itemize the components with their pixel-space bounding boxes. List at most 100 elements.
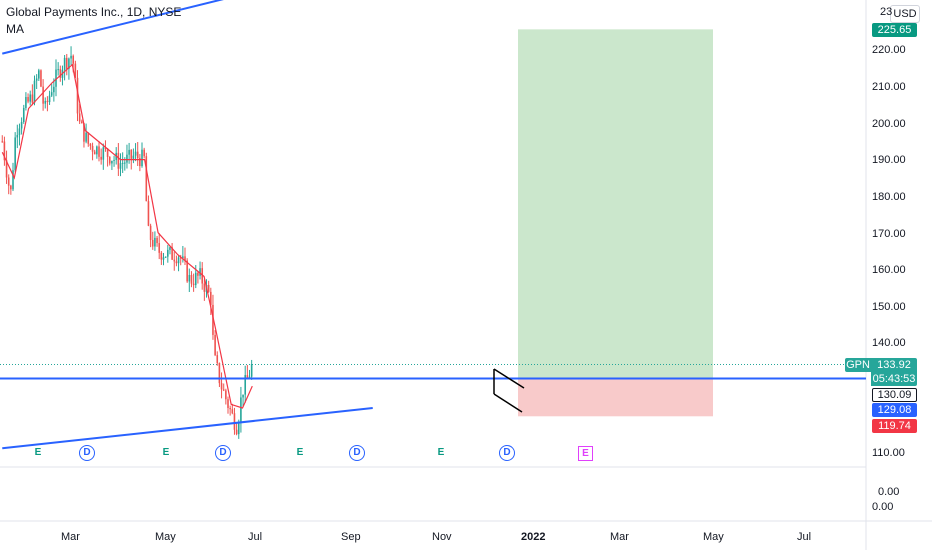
entry-price-tag: 130.09 xyxy=(872,388,917,402)
candle-body xyxy=(173,259,176,262)
candle-body xyxy=(74,63,77,78)
candle-body xyxy=(104,147,107,149)
candle-body xyxy=(85,132,87,142)
profit-target-zone xyxy=(518,29,713,379)
candle-body xyxy=(171,247,173,260)
current-price: 133.92 xyxy=(877,359,911,371)
candle-body xyxy=(119,163,122,169)
candle-body xyxy=(164,256,167,258)
candle-body xyxy=(199,268,201,276)
candle-body xyxy=(158,243,161,253)
candle-body xyxy=(59,69,62,78)
candle-body xyxy=(96,146,98,155)
candle-body xyxy=(124,162,126,164)
future-earnings-event-icon[interactable]: E xyxy=(578,446,593,461)
candle-body xyxy=(182,256,184,259)
dividend-event-icon[interactable]: D xyxy=(215,445,231,461)
earnings-event-icon[interactable]: E xyxy=(437,447,445,458)
price-label: 220.00 xyxy=(872,44,906,56)
candle-body xyxy=(130,149,133,159)
candle-body xyxy=(3,141,6,161)
candle-body xyxy=(38,70,40,79)
candle-body xyxy=(76,77,79,114)
time-label-year: 2022 xyxy=(521,531,546,543)
candle-body xyxy=(108,156,111,164)
candle-body xyxy=(78,113,81,122)
candle-body xyxy=(233,413,236,430)
candle-body xyxy=(162,257,165,260)
earnings-event-icon[interactable]: E xyxy=(34,447,42,458)
price-label: 190.00 xyxy=(872,154,906,166)
candle-body xyxy=(194,272,197,286)
candle-body xyxy=(151,239,154,247)
candle-body xyxy=(192,283,195,286)
candle-body xyxy=(188,274,191,282)
candle-body xyxy=(222,389,225,391)
volume-scale-label: 0.00 xyxy=(872,501,894,513)
dividend-event-icon[interactable]: D xyxy=(499,445,515,461)
time-label: Mar xyxy=(610,531,629,543)
candle-body xyxy=(1,141,4,143)
candle-body xyxy=(214,334,216,356)
candle-body xyxy=(250,363,253,377)
candle-body xyxy=(22,107,25,122)
candle-body xyxy=(244,375,247,395)
dividend-event-icon[interactable]: D xyxy=(79,445,95,461)
candle-body xyxy=(175,261,178,264)
price-label-partial: 23 xyxy=(880,6,893,18)
candle-body xyxy=(184,256,186,261)
candle-body xyxy=(83,123,85,142)
candle-body xyxy=(190,274,193,284)
price-label: 110.00 xyxy=(872,447,905,459)
candle-body xyxy=(57,69,59,71)
candle-body xyxy=(7,177,10,186)
price-label: 160.00 xyxy=(872,264,906,276)
candle-body xyxy=(35,78,38,81)
candle-body xyxy=(229,407,231,410)
candle-body xyxy=(65,57,68,69)
time-label: May xyxy=(703,531,724,543)
candle-body xyxy=(169,247,171,250)
candle-body xyxy=(81,121,83,124)
earnings-event-icon[interactable]: E xyxy=(296,447,304,458)
candle-body xyxy=(156,237,158,244)
moving-average-line xyxy=(1,63,253,409)
candle-body xyxy=(216,355,219,364)
earnings-event-icon[interactable]: E xyxy=(162,447,170,458)
time-label: Mar xyxy=(61,531,80,543)
candle-body xyxy=(16,134,19,138)
symbol-title[interactable]: Global Payments Inc., 1D, NYSE xyxy=(6,5,182,19)
candle-body xyxy=(98,146,100,157)
candle-body xyxy=(31,94,34,103)
currency-button[interactable]: USD xyxy=(890,5,920,23)
candle-body xyxy=(179,257,182,259)
candle-body xyxy=(242,394,244,398)
candle-body xyxy=(44,100,47,104)
time-label: Nov xyxy=(432,531,452,543)
flag-lower-line xyxy=(493,393,523,413)
candle-body xyxy=(33,80,36,103)
chart-legend: Global Payments Inc., 1D, NYSE MA xyxy=(6,5,181,37)
candle-body xyxy=(203,283,206,292)
candle-body xyxy=(147,201,150,226)
candle-body xyxy=(240,397,242,423)
candle-body xyxy=(63,57,66,70)
candle-body xyxy=(218,363,221,384)
time-label: May xyxy=(155,531,176,543)
candle-body xyxy=(126,154,128,163)
price-label: 140.00 xyxy=(872,337,906,349)
candle-body xyxy=(46,100,49,103)
dividend-event-icon[interactable]: D xyxy=(349,445,365,461)
candle-body xyxy=(145,156,148,202)
upper-trendline xyxy=(2,0,224,55)
candle-body xyxy=(117,152,120,169)
ma-indicator-label[interactable]: MA xyxy=(6,22,24,36)
candle-body xyxy=(111,160,113,164)
candle-body xyxy=(40,70,42,87)
stop-price-tag: 119.74 xyxy=(872,419,917,433)
candle-body xyxy=(231,409,234,414)
candle-body xyxy=(136,151,139,159)
candle-body xyxy=(235,429,238,435)
candle-body xyxy=(225,390,227,400)
